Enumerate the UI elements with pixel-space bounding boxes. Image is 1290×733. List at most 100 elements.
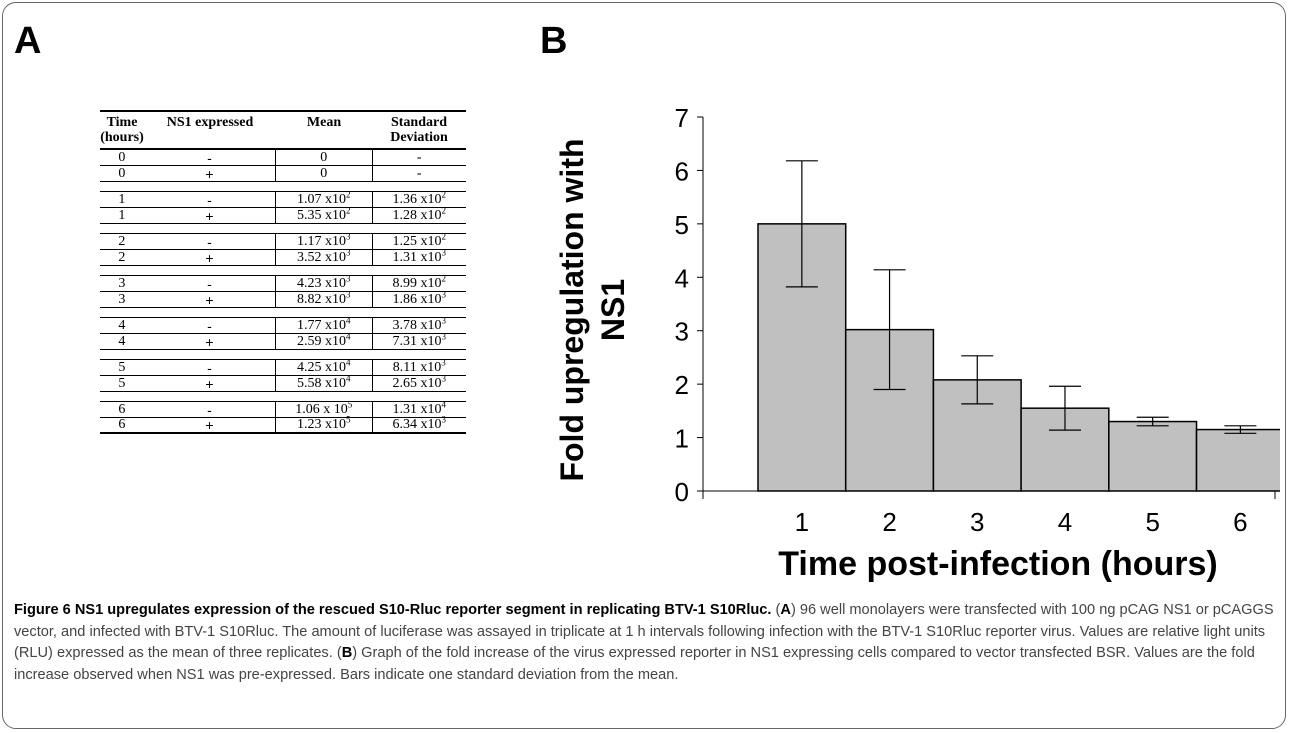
- cell-mean-sep: x10: [321, 333, 347, 349]
- cell-sd-base: 1.86: [392, 291, 418, 307]
- caption-text-a: ) 96 well monolayers were transfected wi…: [14, 602, 1274, 661]
- cell-mean-base: 5.58: [297, 375, 322, 391]
- cell-time: 5: [118, 359, 126, 375]
- cell-time: 0: [118, 149, 126, 165]
- cell-mean: 0: [275, 165, 371, 182]
- cell-mean-sep: x10: [321, 275, 347, 291]
- bar: [1195, 428, 1280, 492]
- cell-mean-base: 8.82: [297, 291, 322, 307]
- bar-chart: 0 1 2 3 4 5 6 7 1 2 3 4 5 6 Time post-infection (hours…: [554, 103, 1280, 583]
- cell-sd-exponent: 2: [441, 272, 447, 283]
- cell-mean-base: 5.35: [297, 207, 322, 223]
- cell-sd-base: 1.36: [392, 191, 418, 207]
- y-axis-title-line2: NS1: [595, 279, 631, 341]
- cell-ns1: -: [207, 359, 212, 376]
- panel-a-letter: A: [14, 20, 42, 62]
- table-row: 1-1.07 x102 1.36 x102: [100, 189, 466, 208]
- cell-time: 3: [118, 291, 126, 307]
- cell-mean-exponent: 4: [346, 356, 351, 367]
- cell-mean-base: 1.07: [297, 191, 322, 207]
- cell-sd-sep: x10: [417, 375, 442, 391]
- cell-time: 3: [118, 275, 126, 291]
- cell-ns1: +: [205, 207, 214, 224]
- cell-mean: 8.82 x103: [275, 289, 371, 308]
- cell-sd: 3.78 x103: [371, 315, 466, 334]
- cell-time: 2: [118, 233, 126, 249]
- header-mean: Mean: [306, 115, 342, 130]
- cell-time: 0: [118, 165, 126, 181]
- table-spacer: [100, 182, 466, 192]
- cell-mean: 1.23 x105: [275, 414, 371, 433]
- caption-a-letter: A: [780, 602, 791, 618]
- cell-mean-exponent: 4: [346, 314, 351, 325]
- table-row: 6-1.06 x 105 1.31 x104: [100, 399, 466, 418]
- cell-sd: 1.31 x103: [371, 247, 466, 266]
- table-row: 2 +3.52 x103 1.31 x103: [100, 246, 466, 266]
- table-row: 2-1.17 x103 1.25 x102: [100, 230, 466, 250]
- cell-mean-sep: x10: [321, 317, 347, 333]
- caption-text-b: ) Graph of the fold increase of the viru…: [14, 645, 1255, 683]
- cell-mean-exponent: 3: [346, 246, 351, 257]
- cell-sd-exponent: 2: [441, 230, 447, 241]
- header-sd-line1: Standard: [390, 115, 448, 130]
- y-tick-label: 1: [675, 424, 689, 454]
- cell-mean: 5.58 x104: [275, 373, 371, 392]
- y-tick-label: 3: [675, 317, 689, 347]
- cell-mean-sep: x10: [321, 417, 347, 432]
- cell-sd: 8.99 x102: [371, 272, 466, 292]
- cell-mean-exponent: 3: [346, 272, 351, 283]
- table-row: 6 +1.23 x105 6.34 x103: [100, 414, 466, 434]
- header-ns1: NS1 expressed: [166, 115, 254, 130]
- table-row: 0 - 0 -: [100, 149, 466, 166]
- header-sd: Standard Deviation: [372, 115, 466, 148]
- cell-ns1: -: [207, 191, 212, 208]
- cell-sd: 2.65 x103: [371, 373, 466, 392]
- panel-b-letter: B: [540, 20, 568, 62]
- cell-mean-base: 1.17: [297, 233, 322, 249]
- cell-ns1: +: [205, 417, 214, 433]
- cell-mean: 1.17 x103: [275, 231, 371, 250]
- cell-sd-base: 6.34: [392, 417, 418, 432]
- cell-mean-sep: x10: [321, 233, 347, 249]
- table-row: 3 +8.82 x103 1.86 x103: [100, 289, 466, 308]
- cell-sd-exponent: 2: [441, 204, 447, 215]
- cell-mean: 2.59 x104: [275, 331, 371, 350]
- table-row: 1 +5.35 x10 2 1.28 x102: [100, 204, 466, 224]
- cell-time: 5: [118, 375, 126, 391]
- cell-mean-base: 0: [320, 165, 328, 181]
- header-sd-line2: Deviation: [390, 130, 448, 145]
- cell-mean-sep: x10: [321, 207, 347, 223]
- table-body: 0-0-0 +0-1-1.07 x102 1.36 x102 1 +5.35 x102 1…: [100, 149, 466, 434]
- cell-mean-sep: x10: [321, 291, 347, 307]
- cell-mean-exponent: 5: [346, 414, 351, 425]
- cell-mean: 4.23 x103: [275, 272, 371, 292]
- cell-sd: 1.25 x102: [371, 230, 466, 250]
- cell-mean-sep: x10: [321, 191, 347, 207]
- x-tick-label: 4: [1058, 507, 1072, 537]
- cell-sd-base: 3.78: [392, 317, 418, 333]
- table-row: 4 +2.59 x104 7.31 x103: [100, 331, 466, 350]
- cell-sd-base: 1.28: [392, 207, 418, 223]
- y-tick-label: 2: [675, 370, 689, 400]
- cell-time: 1: [118, 191, 126, 207]
- y-tick-label: 5: [675, 210, 689, 240]
- cell-sd-base: -: [416, 149, 422, 165]
- header-time: Time (hours): [100, 115, 144, 148]
- table-spacer: [100, 308, 466, 318]
- cell-sd-base: 1.25: [392, 233, 418, 249]
- table-header: Time (hours) NS1 expressed Mean Standard…: [100, 110, 466, 150]
- cell-time: 6: [118, 401, 126, 417]
- cell-ns1: +: [205, 375, 214, 392]
- cell-sd: 1.31 x104: [371, 399, 466, 418]
- table-row: 3-4.23 x103 8.99 x102: [100, 272, 466, 292]
- cell-time: 4: [118, 333, 126, 349]
- cell-sd: 1.86 x103: [371, 289, 466, 308]
- cell-ns1: +: [205, 291, 214, 308]
- cell-mean: 4.25 x104: [275, 356, 371, 376]
- cell-mean: 0: [275, 149, 371, 166]
- bar: [1108, 420, 1198, 492]
- cell-sd: 1.28 x102: [371, 204, 466, 224]
- cell-time: 1: [118, 207, 126, 223]
- cell-sd-base: 1.31: [392, 401, 418, 417]
- cell-mean: 1.77 x104: [275, 314, 371, 334]
